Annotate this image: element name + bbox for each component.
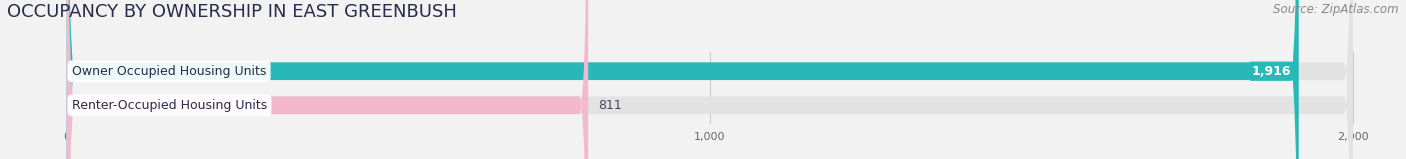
- FancyBboxPatch shape: [66, 0, 588, 159]
- Text: 811: 811: [598, 99, 621, 112]
- Text: Renter-Occupied Housing Units: Renter-Occupied Housing Units: [72, 99, 267, 112]
- Text: Owner Occupied Housing Units: Owner Occupied Housing Units: [72, 65, 266, 78]
- Text: OCCUPANCY BY OWNERSHIP IN EAST GREENBUSH: OCCUPANCY BY OWNERSHIP IN EAST GREENBUSH: [7, 3, 457, 21]
- FancyBboxPatch shape: [66, 0, 1353, 159]
- FancyBboxPatch shape: [66, 0, 1299, 159]
- Text: 1,916: 1,916: [1251, 65, 1291, 78]
- FancyBboxPatch shape: [66, 0, 1353, 159]
- Text: Source: ZipAtlas.com: Source: ZipAtlas.com: [1274, 3, 1399, 16]
